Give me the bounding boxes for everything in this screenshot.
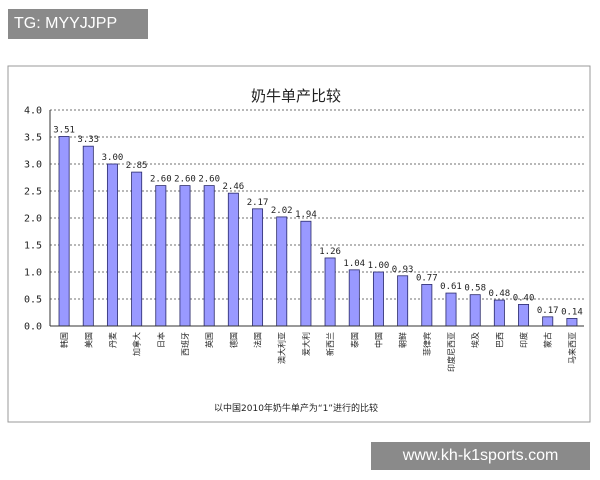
data-label: 1.04: [343, 259, 365, 269]
bar: [131, 171, 143, 327]
data-label: 3.33: [77, 135, 99, 145]
chart-note: 以中国2010年奶牛单产为“1”进行的比较: [214, 402, 378, 414]
bar: [324, 257, 336, 327]
category-label: 韩国: [59, 332, 69, 348]
category-label: 菲律宾: [422, 332, 432, 356]
bar: [469, 294, 481, 327]
y-tick-label: 2.5: [24, 187, 42, 198]
category-label: 加拿大: [132, 332, 142, 356]
bar: [106, 163, 118, 327]
category-label: 马来西亚: [568, 332, 577, 364]
category-label: 德国: [228, 332, 238, 348]
data-label: 2.17: [247, 198, 269, 208]
y-tick-label: 1.5: [24, 241, 42, 252]
data-label: 2.60: [198, 175, 220, 185]
data-label: 3.51: [53, 125, 75, 135]
bar: [300, 220, 312, 327]
bar: [518, 303, 530, 327]
y-axis-ticks: 0.0 0.5 1.0 1.5 2.0 2.5 3.0 3.5 4.0: [24, 106, 42, 333]
data-label: 1.94: [295, 210, 317, 220]
watermark-tag: TG: MYYJJPP: [8, 9, 148, 39]
category-label: 丹麦: [107, 332, 117, 348]
y-tick-label: 1.0: [24, 268, 42, 279]
category-label: 西班牙: [180, 332, 190, 356]
category-label: 英国: [204, 332, 214, 348]
category-label: 法国: [253, 332, 263, 348]
category-label: 爱大利: [301, 332, 311, 356]
data-label: 2.85: [126, 161, 148, 171]
data-label: 0.58: [464, 284, 486, 294]
data-label: 2.60: [150, 175, 172, 185]
y-tick-label: 4.0: [24, 106, 42, 117]
y-tick-label: 0.5: [24, 295, 42, 306]
category-label: 泰国: [349, 332, 359, 348]
bar: [82, 145, 94, 327]
data-label: 3.00: [102, 153, 124, 163]
data-label: 1.00: [368, 261, 390, 271]
bar: [372, 271, 384, 327]
data-label: 0.48: [489, 289, 511, 299]
data-label: 0.14: [561, 307, 583, 317]
y-tick-label: 2.0: [24, 214, 42, 225]
bar: [348, 269, 360, 327]
category-label: 埃及: [470, 332, 480, 348]
data-labels: 3.513.333.002.852.60 2.60 2.602.462.172.02…: [53, 125, 583, 317]
data-label: 2.46: [223, 182, 245, 192]
bar: [566, 318, 578, 327]
category-label: 澳大利亚: [277, 332, 287, 364]
data-label: 0.93: [392, 265, 414, 275]
category-label: 美国: [83, 332, 93, 348]
data-label: 1.26: [319, 247, 341, 257]
chart-title: 奶牛单产比较: [251, 87, 341, 105]
data-label: 0.77: [416, 273, 438, 283]
bar: [58, 136, 70, 327]
bar: [397, 275, 409, 327]
y-tick-label: 3.0: [24, 160, 42, 171]
bar: [179, 185, 191, 327]
category-label: 印度: [519, 332, 529, 348]
bar: [276, 216, 288, 327]
category-label: 新西兰: [325, 332, 335, 356]
bar: [542, 316, 554, 327]
category-label: 中国: [373, 332, 383, 348]
bar: [421, 284, 433, 327]
data-label: 0.40: [513, 293, 535, 303]
bar: [227, 192, 239, 327]
bar: [445, 292, 457, 327]
bar: [252, 208, 264, 327]
data-label: 2.02: [271, 206, 293, 216]
bars: [58, 136, 578, 327]
bar: [493, 299, 505, 327]
site-banner: www.kh-k1sports.com: [371, 442, 590, 470]
data-label: 0.61: [440, 282, 462, 292]
data-label: 2.60: [174, 175, 196, 185]
y-tick-label: 0.0: [24, 322, 42, 333]
chart-frame: [7, 65, 591, 423]
category-labels: 韩国 美国 丹麦 加拿大 日本 西班牙 英国 德国 法国 澳大利亚 爱大利 新西兰 泰国 中国 朝鲜 菲律宾 印…: [59, 332, 577, 372]
category-label: 日本: [156, 332, 166, 348]
bar: [203, 185, 215, 327]
y-tick-label: 3.5: [24, 133, 42, 144]
category-label: 朝鲜: [398, 332, 408, 348]
category-label: 蒙古: [543, 332, 553, 348]
bar: [155, 185, 167, 327]
category-label: 印度尼西亚: [446, 332, 456, 372]
category-label: 巴西: [495, 332, 504, 348]
data-label: 0.17: [537, 306, 559, 316]
